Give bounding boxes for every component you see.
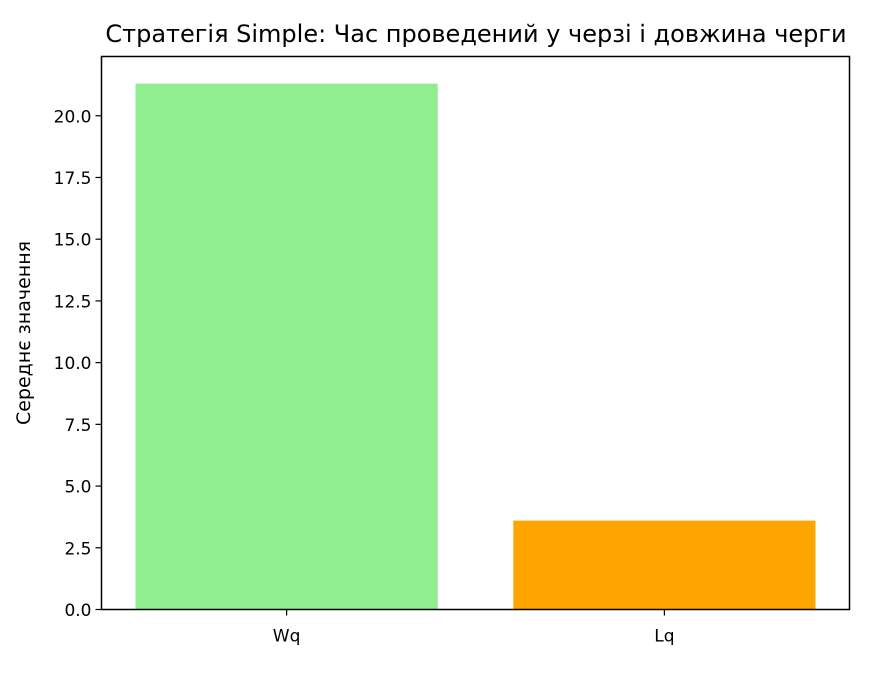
bar-wq — [135, 83, 438, 610]
x-axis-ticks: Wq Lq — [273, 609, 675, 647]
y-axis-ticks: 0.0 2.5 5.0 7.5 10.0 12.5 15.0 17.5 20.0 — [54, 107, 102, 621]
y-tick-label: 0.0 — [64, 601, 91, 621]
y-tick-label: 5.0 — [64, 478, 91, 498]
y-tick-label: 12.5 — [54, 292, 92, 312]
plot-area-frame — [100, 55, 851, 611]
y-tick-label: 17.5 — [54, 169, 92, 189]
x-tick-label-wq: Wq — [273, 627, 301, 647]
y-tick-label: 7.5 — [64, 416, 91, 436]
y-tick-label: 20.0 — [54, 107, 92, 127]
y-axis-label: Середнє значення — [13, 241, 35, 425]
bar-lq — [513, 520, 816, 610]
y-tick-label: 2.5 — [64, 539, 91, 559]
chart-title: Стратегія Simple: Час проведений у черзі… — [105, 20, 846, 48]
bars — [135, 83, 816, 610]
y-tick-label: 10.0 — [54, 354, 92, 374]
x-tick-label-lq: Lq — [654, 627, 674, 647]
y-tick-label: 15.0 — [54, 231, 92, 251]
